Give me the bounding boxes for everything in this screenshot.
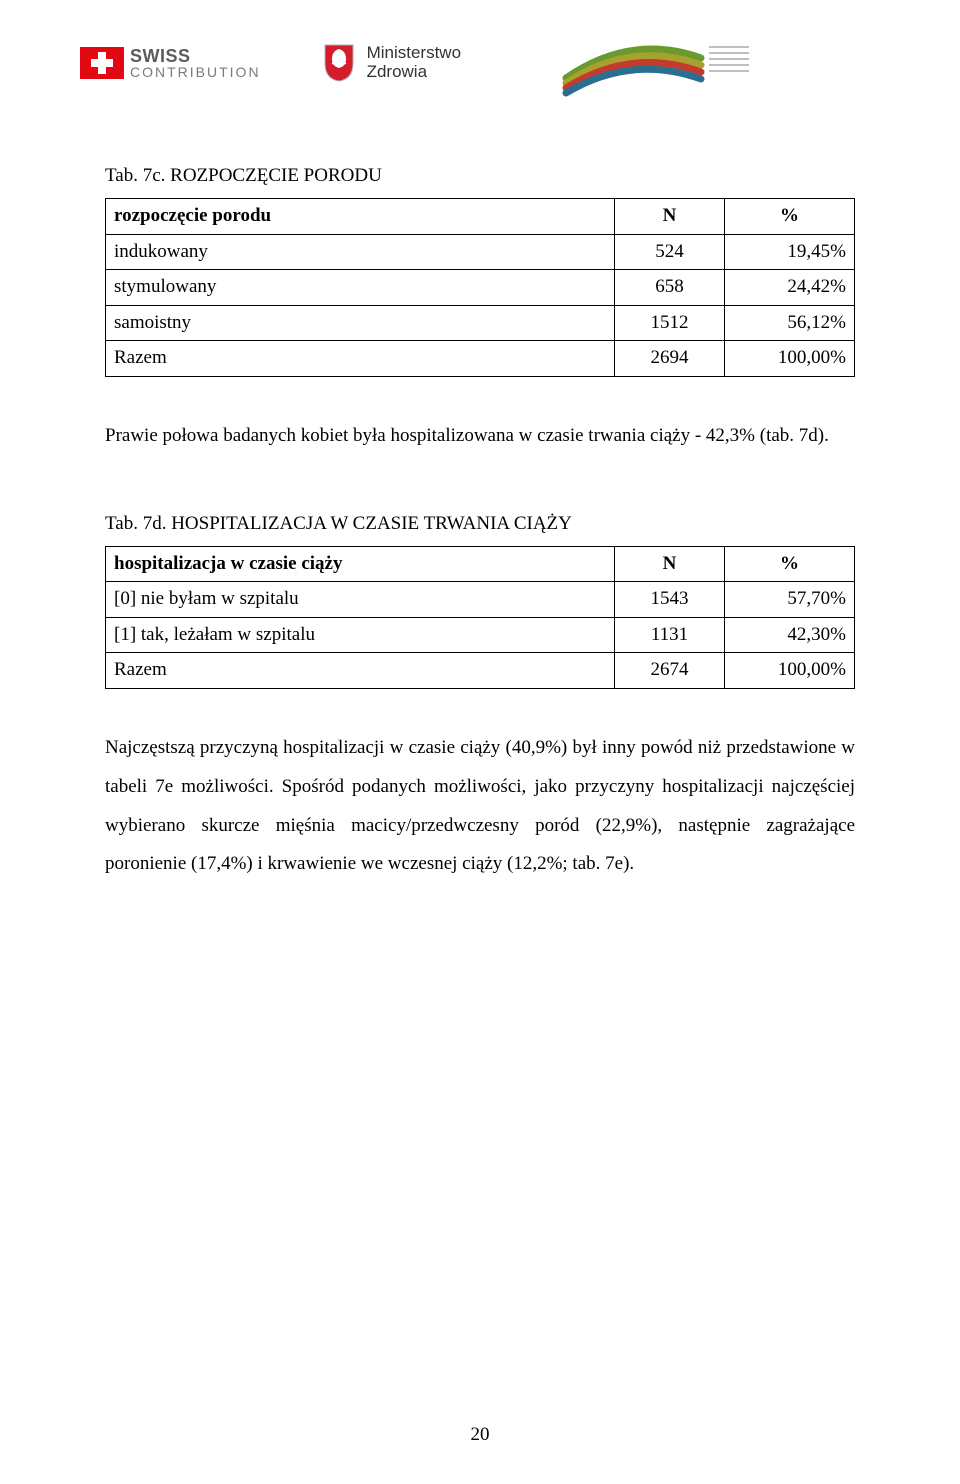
table-7c-caption: Tab. 7c. ROZPOCZĘCIE PORODU bbox=[105, 158, 855, 194]
header: SWISS CONTRIBUTION Ministerstwo Zdrowia bbox=[0, 0, 960, 108]
table-header-row: hospitalizacja w czasie ciąży N % bbox=[106, 546, 855, 582]
cell-label: Razem bbox=[106, 653, 615, 689]
table-row: [1] tak, leżałam w szpitalu 1131 42,30% bbox=[106, 617, 855, 653]
table-header-row: rozpoczęcie porodu N % bbox=[106, 199, 855, 235]
program-arc-logo bbox=[521, 28, 880, 98]
col-label: rozpoczęcie porodu bbox=[106, 199, 615, 235]
polish-emblem-icon bbox=[321, 43, 357, 83]
cell-n: 658 bbox=[615, 270, 725, 306]
swiss-logo-text: SWISS CONTRIBUTION bbox=[130, 47, 261, 79]
paragraph-2: Najczęstszą przyczyną hospitalizacji w c… bbox=[105, 729, 855, 885]
table-row: Razem 2674 100,00% bbox=[106, 653, 855, 689]
cell-label: [1] tak, leżałam w szpitalu bbox=[106, 617, 615, 653]
col-n: N bbox=[615, 546, 725, 582]
table-row: indukowany 524 19,45% bbox=[106, 234, 855, 270]
cell-p: 24,42% bbox=[725, 270, 855, 306]
table-row: [0] nie byłam w szpitalu 1543 57,70% bbox=[106, 582, 855, 618]
cell-label: stymulowany bbox=[106, 270, 615, 306]
swiss-logo-line2: CONTRIBUTION bbox=[130, 65, 261, 79]
paragraph-1: Prawie połowa badanych kobiet była hospi… bbox=[105, 417, 855, 456]
col-p: % bbox=[725, 546, 855, 582]
col-p: % bbox=[725, 199, 855, 235]
table-7c: rozpoczęcie porodu N % indukowany 524 19… bbox=[105, 198, 855, 377]
cell-n: 1512 bbox=[615, 305, 725, 341]
mz-logo-line2: Zdrowia bbox=[367, 63, 461, 82]
page-number: 20 bbox=[0, 1424, 960, 1446]
swiss-flag-icon bbox=[80, 47, 124, 79]
table-row: samoistny 1512 56,12% bbox=[106, 305, 855, 341]
cell-n: 1131 bbox=[615, 617, 725, 653]
col-n: N bbox=[615, 199, 725, 235]
ministerstwo-zdrowia-logo: Ministerstwo Zdrowia bbox=[321, 43, 461, 83]
cell-label: indukowany bbox=[106, 234, 615, 270]
cell-n: 2694 bbox=[615, 341, 725, 377]
cell-p: 57,70% bbox=[725, 582, 855, 618]
cell-p: 56,12% bbox=[725, 305, 855, 341]
table-7d-caption: Tab. 7d. HOSPITALIZACJA W CZASIE TRWANIA… bbox=[105, 506, 855, 542]
table-row: stymulowany 658 24,42% bbox=[106, 270, 855, 306]
table-7d: hospitalizacja w czasie ciąży N % [0] ni… bbox=[105, 546, 855, 689]
cell-n: 1543 bbox=[615, 582, 725, 618]
cell-label: Razem bbox=[106, 341, 615, 377]
cell-p: 100,00% bbox=[725, 653, 855, 689]
cell-p: 42,30% bbox=[725, 617, 855, 653]
cell-n: 2674 bbox=[615, 653, 725, 689]
swiss-contribution-logo: SWISS CONTRIBUTION bbox=[80, 47, 261, 79]
cell-p: 19,45% bbox=[725, 234, 855, 270]
cell-label: [0] nie byłam w szpitalu bbox=[106, 582, 615, 618]
table-row: Razem 2694 100,00% bbox=[106, 341, 855, 377]
swiss-logo-line1: SWISS bbox=[130, 47, 261, 65]
cell-n: 524 bbox=[615, 234, 725, 270]
page-content: Tab. 7c. ROZPOCZĘCIE PORODU rozpoczęcie … bbox=[0, 108, 960, 884]
cell-p: 100,00% bbox=[725, 341, 855, 377]
cell-label: samoistny bbox=[106, 305, 615, 341]
mz-logo-text: Ministerstwo Zdrowia bbox=[367, 44, 461, 81]
mz-logo-line1: Ministerstwo bbox=[367, 44, 461, 63]
col-label: hospitalizacja w czasie ciąży bbox=[106, 546, 615, 582]
